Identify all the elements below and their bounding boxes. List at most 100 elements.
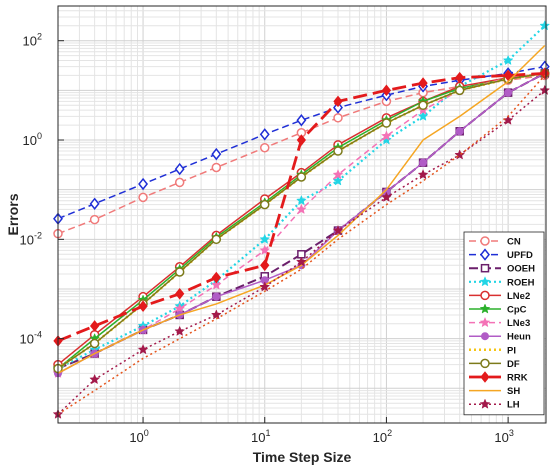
series-rrk: [53, 67, 550, 347]
data-point-rrk: [296, 134, 307, 146]
data-point-lh: [174, 325, 186, 336]
data-point-roeh: [296, 195, 307, 206]
data-point-rrk: [540, 67, 550, 80]
data-point-cn: [138, 192, 148, 203]
data-point-lne3: [381, 130, 392, 141]
data-point-upfd: [174, 162, 185, 176]
legend-marker-heun: [481, 332, 489, 341]
x-tick-exponent: 1: [265, 428, 270, 438]
data-point-rrk: [138, 300, 148, 313]
data-point-roeh: [332, 175, 344, 186]
data-point-lh: [259, 281, 271, 292]
legend-marker-lh: [479, 398, 491, 409]
legend-marker-cn: [480, 236, 490, 246]
legend-label-lne3: LNe3: [507, 318, 530, 329]
legend-label-heun: Heun: [507, 332, 531, 343]
data-point-lh: [137, 343, 149, 355]
legend-label-rrk: RRK: [507, 373, 528, 384]
y-axis-title: Errors: [5, 193, 21, 235]
legend-marker-cpc: [479, 303, 491, 314]
series-sh: [57, 44, 546, 375]
x-tick-exponent: 2: [387, 428, 392, 438]
data-point-df: [418, 100, 428, 111]
data-point-rrk: [455, 71, 465, 84]
data-point-cn: [259, 142, 270, 153]
data-point-lh: [210, 309, 222, 320]
y-tick-exponent: -2: [34, 230, 42, 240]
data-point-roeh: [502, 54, 514, 66]
legend-box: [463, 231, 545, 416]
y-tick-exponent: 2: [37, 32, 42, 42]
data-point-rrk: [260, 259, 270, 272]
legend: CN UPFD OOEH ROEH LNe2 CpC LNe3 Heun PI DF RRK SH LH: [463, 231, 545, 416]
data-point-lh: [296, 256, 307, 267]
data-point-cn: [174, 177, 185, 188]
series-unlabeled-13: [57, 74, 546, 415]
legend-marker-df: [480, 358, 490, 369]
data-point-df: [381, 118, 392, 128]
series-line-unlabeled-13: [57, 74, 546, 415]
data-point-lh: [381, 191, 392, 202]
data-point-df: [454, 85, 465, 96]
data-point-heun: [419, 158, 428, 167]
x-axis-title: Time Step Size: [253, 449, 352, 465]
y-tick-exponent: 0: [37, 131, 42, 141]
data-point-cn: [89, 214, 100, 225]
data-point-cn: [333, 113, 343, 123]
y-tick-exponent: -4: [34, 330, 42, 340]
data-point-df: [174, 267, 185, 277]
x-tick-exponent: 0: [144, 428, 149, 438]
data-point-rrk: [175, 287, 185, 300]
plot-area-frame: [57, 5, 547, 424]
x-tick-exponent: 3: [509, 428, 514, 438]
legend-label-lh: LH: [507, 400, 520, 411]
legend-label-sh: SH: [507, 386, 520, 397]
series-lines: [52, 20, 550, 419]
data-point-rrk: [211, 271, 221, 284]
legend-marker-rrk: [480, 371, 490, 383]
data-point-rrk: [503, 69, 513, 82]
legend-label-df: DF: [507, 359, 520, 370]
data-point-df: [89, 338, 100, 349]
data-point-upfd: [89, 197, 100, 210]
data-point-df: [259, 199, 270, 210]
legend-label-ooeh: OOEH: [507, 264, 535, 275]
data-point-heun: [504, 88, 513, 97]
data-point-upfd: [211, 147, 222, 161]
data-point-df: [333, 146, 343, 156]
data-point-lne3: [210, 279, 222, 290]
data-point-lne3: [296, 203, 307, 215]
legend-label-upfd: UPFD: [507, 250, 533, 261]
data-point-lh: [539, 84, 550, 95]
data-point-upfd: [259, 128, 270, 141]
data-point-lh: [332, 224, 344, 236]
legend-label-lne2: LNe2: [507, 291, 530, 302]
legend-label-cpc: CpC: [507, 305, 527, 316]
legend-marker-ooeh: [480, 263, 490, 273]
data-point-lne3: [259, 244, 271, 255]
data-point-rrk: [418, 77, 428, 89]
data-point-upfd: [296, 114, 307, 127]
legend-marker-roeh: [479, 276, 491, 287]
data-point-lh: [417, 169, 429, 180]
data-point-lh: [89, 373, 101, 385]
data-point-lne3: [332, 169, 344, 180]
data-point-rrk: [381, 84, 392, 97]
legend-marker-upfd: [480, 248, 490, 261]
data-point-df: [296, 172, 307, 182]
data-point-roeh: [539, 20, 550, 31]
legend-label-cn: CN: [507, 237, 521, 248]
data-point-heun: [212, 292, 221, 301]
data-point-cn: [211, 162, 222, 173]
series-line-sh: [57, 44, 546, 375]
legend-marker-lne2: [480, 290, 490, 301]
legend-label-roeh: ROEH: [507, 277, 535, 288]
data-point-rrk: [333, 95, 343, 108]
data-point-roeh: [417, 110, 429, 121]
data-point-heun: [455, 127, 464, 136]
legend-marker-lne3: [479, 316, 491, 328]
data-point-upfd: [138, 177, 149, 191]
data-point-rrk: [89, 320, 100, 332]
data-point-df: [211, 234, 222, 245]
